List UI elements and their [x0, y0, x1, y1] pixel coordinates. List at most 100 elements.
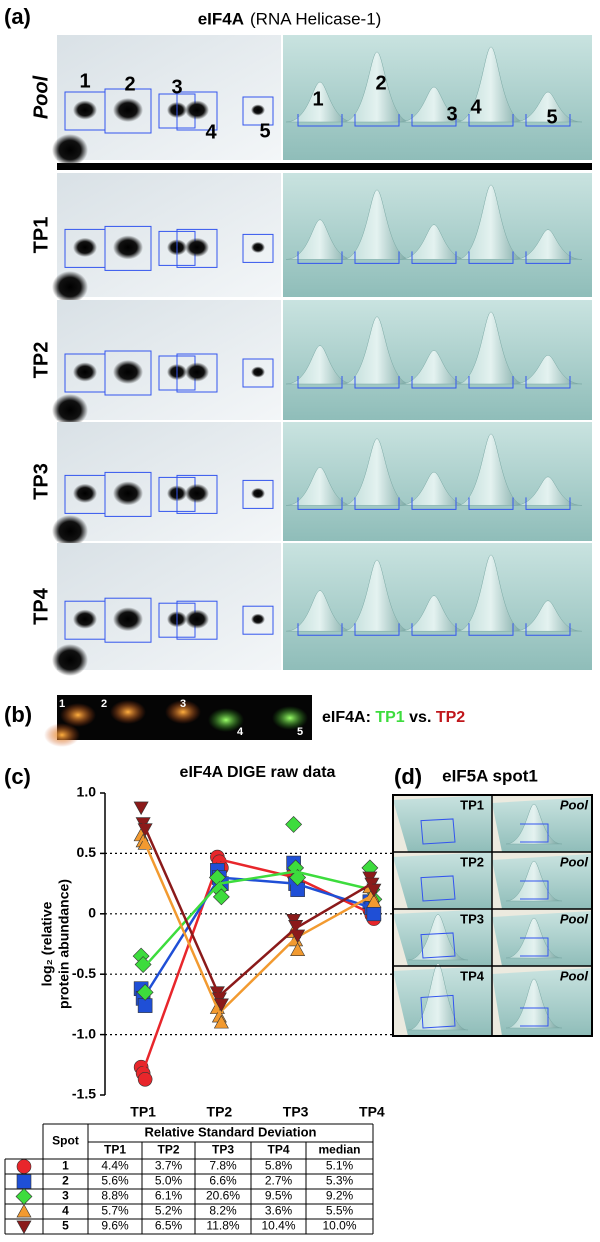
table-cell: 7.8%: [209, 1159, 237, 1173]
panel-label: (b): [4, 702, 32, 727]
peak-outline: [297, 623, 343, 636]
legend-marker: [16, 1203, 32, 1218]
peak-outline: [354, 376, 400, 389]
spot-number: 5: [259, 120, 270, 142]
table-cell: 9.2%: [326, 1189, 354, 1203]
series-line: [142, 876, 373, 1000]
legend-label: 4: [62, 1204, 69, 1218]
gel-spot: [185, 609, 209, 629]
gel-spot: [185, 362, 209, 382]
cell-label: TP2: [460, 854, 484, 869]
legend-label: 5: [62, 1219, 69, 1233]
gel-spot: [73, 237, 97, 257]
table-cell: 5.0%: [155, 1174, 183, 1188]
peak-outline: [297, 376, 343, 389]
gel-spot: [113, 235, 143, 260]
legend-label: 3: [62, 1189, 69, 1203]
peak-outline: [297, 497, 343, 510]
marker: [213, 1014, 229, 1029]
dige-spot: [208, 708, 244, 732]
surface-peak: [456, 311, 526, 385]
y-axis-label: log₂ (relative: [39, 901, 55, 986]
gel-spot: [251, 104, 265, 116]
x-tick-label: TP4: [359, 1104, 385, 1120]
peak-outline: [525, 623, 571, 636]
y-tick-label: -0.5: [72, 965, 96, 981]
peak-outline: [525, 114, 571, 127]
legend-label: 2: [62, 1174, 69, 1188]
row-label: TP4: [30, 587, 52, 625]
gel-spot: [251, 613, 265, 625]
table-cell: 3.7%: [155, 1159, 183, 1173]
spot-outline: [104, 88, 152, 134]
gel-corner-spot: [52, 515, 88, 547]
peak-outline: [468, 376, 514, 389]
legend-marker: [16, 1174, 32, 1189]
gel-corner-spot: [52, 134, 88, 166]
surface-peak: [505, 978, 563, 1029]
caption-text: eIF4A:: [322, 709, 371, 726]
table-cell: 5.8%: [265, 1159, 293, 1173]
row-label: TP3: [30, 463, 52, 500]
spot-outline: [104, 350, 152, 396]
spot-number: 2: [375, 72, 386, 94]
legend-label: 1: [62, 1159, 69, 1173]
marker: [366, 894, 382, 908]
spot-number: 5: [297, 726, 303, 738]
table-cell: 5.6%: [101, 1174, 129, 1188]
marker: [290, 942, 306, 956]
chart-title: eIF4A DIGE raw data: [180, 764, 336, 781]
table-cell: 2.7%: [265, 1174, 293, 1188]
gel-spot: [185, 100, 209, 120]
table-cell: 8.2%: [209, 1204, 237, 1218]
table-cell: 10.0%: [322, 1219, 356, 1233]
panel-frame: [392, 794, 593, 1037]
spot-number: 3: [180, 698, 186, 710]
spot-number: 1: [79, 70, 90, 92]
peak-outline: [411, 623, 457, 636]
peak-outline: [411, 251, 457, 264]
gel-spot: [73, 362, 97, 382]
marker: [133, 801, 149, 816]
table-header: TP2: [157, 1143, 179, 1157]
table-header: TP4: [267, 1143, 289, 1157]
table-cell: 8.8%: [101, 1189, 129, 1203]
table-cell: 10.4%: [261, 1219, 295, 1233]
panel-label: (d): [394, 764, 422, 789]
gel-spot: [73, 483, 97, 503]
peak-outline: [420, 932, 456, 959]
spot-outline: [242, 605, 274, 635]
peak-outline: [520, 880, 549, 900]
table-cell: 20.6%: [206, 1189, 240, 1203]
marker: [213, 998, 229, 1013]
gel-image: [57, 422, 281, 541]
surface-plane: [393, 852, 492, 909]
row-label: Pool: [30, 75, 52, 119]
spot-number: 4: [237, 726, 244, 738]
x-tick-label: TP3: [283, 1104, 309, 1120]
marker: [366, 906, 382, 922]
peak-outline: [354, 114, 400, 127]
peak-outline: [525, 251, 571, 264]
surface-plane: [393, 795, 492, 852]
legend-marker: [16, 1159, 32, 1174]
series-line: [141, 822, 373, 999]
spot-outline: [104, 225, 152, 271]
table-cell: 5.7%: [101, 1204, 129, 1218]
spot-number: 3: [446, 103, 457, 125]
table-header: Spot: [52, 1134, 79, 1148]
spot-number: 1: [59, 698, 65, 710]
gel-spot: [113, 360, 143, 384]
panel-title: eIF5A spot1: [442, 766, 538, 785]
panel-label: (a): [4, 4, 31, 29]
gel-spot: [251, 487, 265, 499]
row-label: TP1: [30, 217, 52, 254]
gel-image: [57, 173, 281, 297]
spot-number: 4: [205, 121, 217, 143]
spot-outline: [176, 91, 218, 131]
peak-outline: [354, 497, 400, 510]
caption: eIF4A: TP1 vs. TP2: [322, 709, 465, 726]
peak-outline: [525, 497, 571, 510]
spot-outline: [104, 471, 152, 517]
spot-outline: [242, 233, 274, 263]
